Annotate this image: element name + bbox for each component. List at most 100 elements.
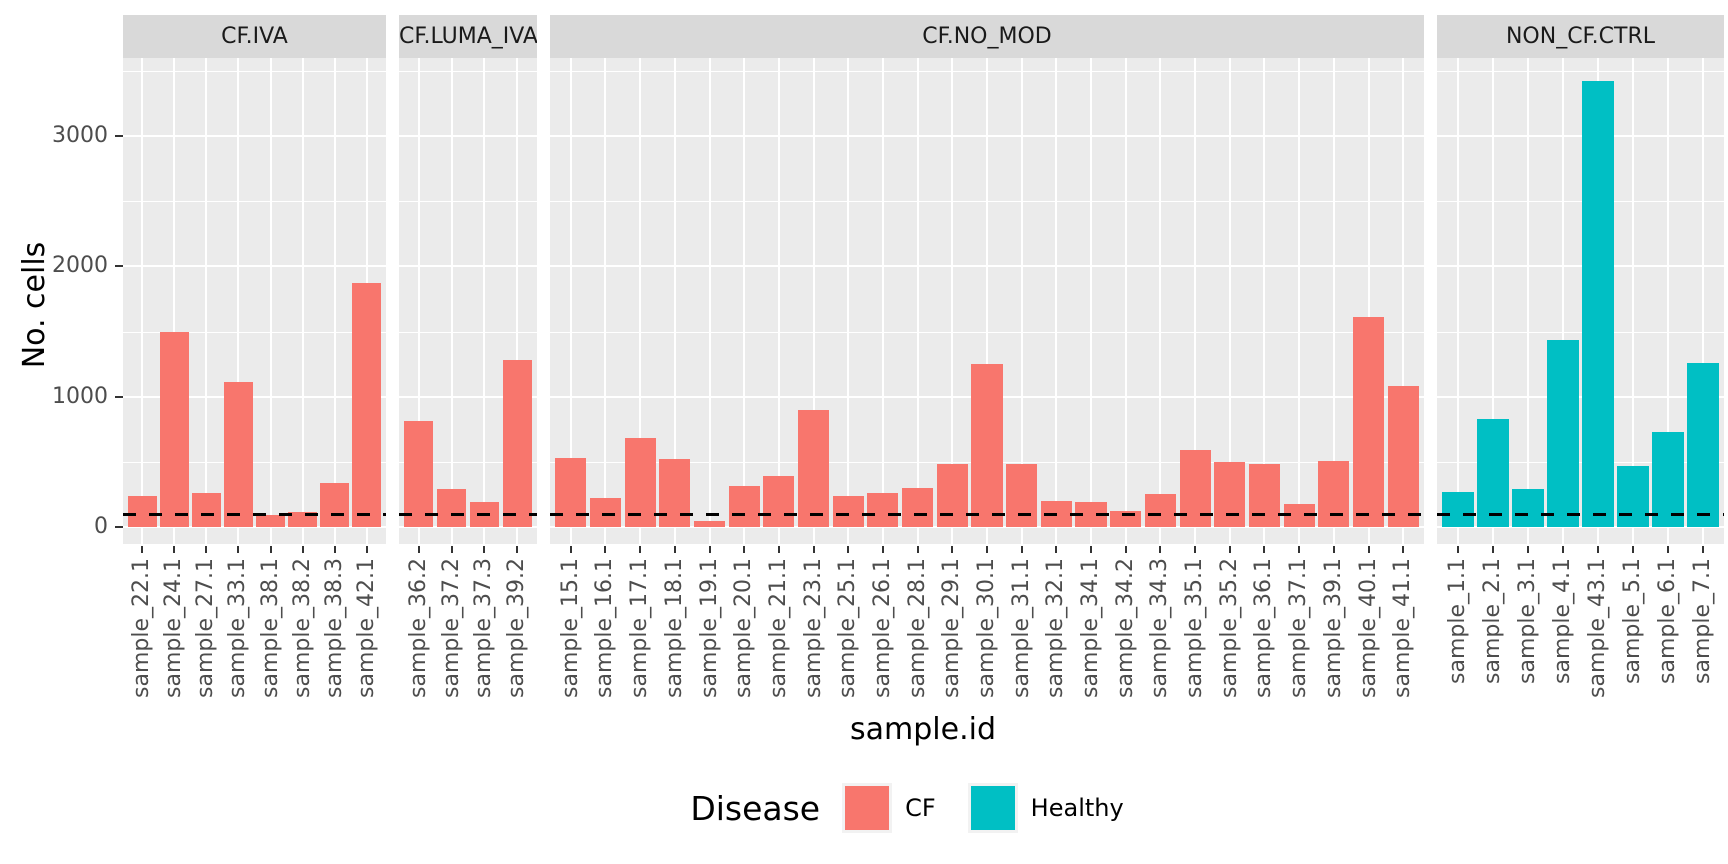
x-axis-tick-label: sample_34.1 — [1078, 558, 1104, 698]
gridline-minor — [1437, 201, 1724, 203]
x-axis-tick — [604, 546, 607, 553]
gridline-minor — [1437, 331, 1724, 333]
gridline-major — [123, 135, 386, 137]
gridline-minor — [123, 70, 386, 72]
gridline-vertical — [1263, 58, 1266, 544]
x-axis-tick — [1702, 546, 1704, 553]
gridline-major — [399, 135, 537, 137]
gridline-vertical — [1632, 58, 1634, 544]
y-axis-tick — [115, 135, 123, 137]
facet-strip: CF.NO_MOD — [550, 15, 1424, 58]
gridline-vertical — [237, 58, 240, 544]
gridline-vertical — [269, 58, 272, 544]
x-axis-tick — [1402, 546, 1405, 553]
x-axis-tick-label: sample_15.1 — [557, 558, 583, 698]
gridline-vertical — [569, 58, 572, 544]
x-axis-tick-label: sample_4.1 — [1550, 558, 1575, 684]
x-axis-tick — [417, 546, 420, 553]
x-axis-tick-label: sample_40.1 — [1355, 558, 1381, 698]
gridline-major — [399, 526, 537, 528]
gridline-major — [550, 265, 1424, 268]
x-axis-tick — [1194, 546, 1197, 553]
x-axis-tick-label: sample_21.1 — [765, 558, 791, 698]
bar — [936, 463, 968, 527]
y-axis-tick — [115, 265, 123, 268]
bar — [1547, 340, 1579, 527]
gridline-vertical — [516, 58, 519, 544]
x-axis-tick — [483, 546, 486, 553]
gridline-major — [123, 265, 386, 268]
gridline-minor — [123, 331, 386, 333]
gridline-vertical — [673, 58, 676, 544]
gridline-vertical — [1457, 58, 1459, 544]
x-axis-tick — [916, 546, 919, 553]
gridline-minor — [399, 70, 537, 72]
bar — [1582, 81, 1614, 527]
gridline-vertical — [708, 58, 711, 544]
x-axis-tick-label: sample_1.1 — [1445, 558, 1470, 684]
gridline-vertical — [205, 58, 208, 544]
gridline-vertical — [639, 58, 642, 544]
bar — [256, 515, 285, 527]
x-axis-tick-label: sample_38.3 — [321, 558, 347, 698]
x-axis-tick — [569, 546, 572, 553]
bar — [1214, 461, 1246, 527]
gridline-vertical — [417, 58, 420, 544]
gridline-minor — [399, 201, 537, 203]
legend-swatch-cf — [842, 783, 893, 833]
x-axis-tick — [847, 546, 850, 553]
gridline-major — [550, 135, 1424, 137]
gridline-vertical — [1562, 58, 1564, 544]
x-axis-tick-label: sample_7.1 — [1690, 558, 1715, 684]
gridline-vertical — [777, 58, 780, 544]
x-axis-title: sample.id — [850, 712, 996, 747]
gridline-minor — [1437, 461, 1724, 463]
x-axis-tick-label: sample_35.2 — [1216, 558, 1242, 698]
x-axis-tick-label: sample_26.1 — [869, 558, 895, 698]
x-axis-tick-label: sample_24.1 — [161, 558, 187, 698]
x-axis-tick-label: sample_22.1 — [129, 558, 155, 698]
y-axis-tick-label: 2000 — [52, 253, 108, 279]
x-axis-tick — [951, 546, 954, 553]
x-axis-tick — [1159, 546, 1162, 553]
bar — [832, 495, 864, 527]
x-axis-tick — [777, 546, 780, 553]
x-axis-tick — [1632, 546, 1634, 553]
gridline-vertical — [604, 58, 607, 544]
legend-label-healthy: Healthy — [1030, 794, 1124, 822]
gridline-minor — [123, 201, 386, 203]
x-axis-tick-label: sample_43.1 — [1585, 558, 1610, 698]
gridline-vertical — [173, 58, 176, 544]
gridline-minor — [1437, 70, 1724, 72]
x-axis-tick — [1298, 546, 1301, 553]
bar — [436, 489, 467, 527]
y-axis-tick-label: 3000 — [52, 123, 108, 148]
bar — [693, 521, 726, 527]
x-axis-tick-label: sample_27.1 — [193, 558, 219, 698]
bar — [502, 360, 533, 527]
x-axis-tick-label: sample_41.1 — [1390, 558, 1416, 698]
x-axis-tick — [743, 546, 746, 553]
x-axis-tick-label: sample_37.1 — [1286, 558, 1312, 698]
x-axis-tick — [269, 546, 272, 553]
facet-panel — [399, 58, 537, 544]
bar — [403, 421, 434, 527]
y-axis-tick — [115, 395, 123, 398]
gridline-minor — [399, 331, 537, 333]
x-axis-tick-label: sample_37.3 — [471, 558, 497, 698]
threshold-dashed-line — [550, 512, 1424, 516]
gridline-vertical — [483, 58, 486, 544]
x-axis-tick-label: sample_2.1 — [1480, 558, 1505, 684]
y-axis-tick-label: 0 — [94, 514, 108, 539]
x-axis-tick-label: sample_30.1 — [974, 558, 999, 698]
bar — [159, 331, 189, 527]
gridline-vertical — [1527, 58, 1529, 544]
facet-panel — [550, 58, 1424, 544]
x-axis-tick-label: sample_16.1 — [592, 558, 618, 698]
x-axis-tick — [365, 546, 368, 553]
gridline-vertical — [1298, 58, 1301, 544]
gridline-vertical — [916, 58, 919, 544]
threshold-dashed-line — [399, 512, 537, 516]
x-axis-tick — [1124, 546, 1127, 553]
